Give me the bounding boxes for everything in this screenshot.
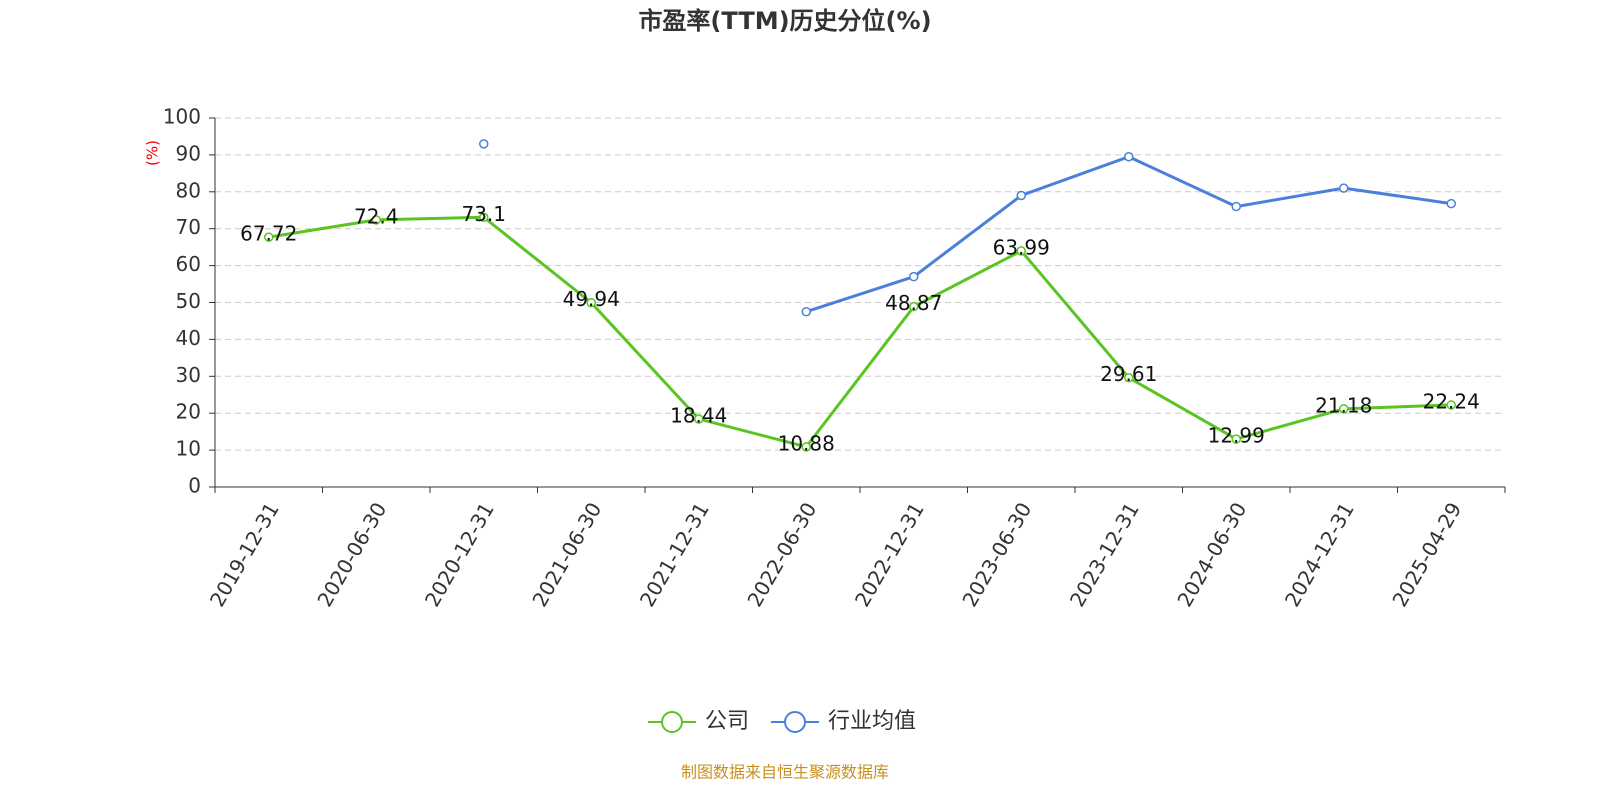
chart-title: 市盈率(TTM)历史分位(%): [638, 7, 931, 35]
x-tick-label: 2025-04-29: [1387, 498, 1466, 611]
x-tick-label: 2022-06-30: [742, 498, 821, 611]
data-label: 12.99: [1208, 424, 1265, 448]
data-label: 49.94: [563, 287, 620, 311]
data-point: [1124, 372, 1134, 383]
data-point: [1124, 151, 1134, 162]
x-tick-label: 2021-12-31: [635, 498, 714, 611]
x-tick-label: 2019-12-31: [205, 498, 284, 611]
data-point: [1339, 183, 1349, 193]
x-tick-label: 2023-06-30: [957, 498, 1036, 611]
data-point: [1231, 201, 1241, 212]
x-tick-label: 2023-12-31: [1065, 498, 1144, 611]
data-label: 67.72: [240, 222, 297, 246]
data-label: 73.1: [461, 202, 506, 226]
data-point: [909, 301, 919, 312]
data-point: [909, 271, 919, 282]
x-tick-label: 2020-12-31: [420, 498, 499, 611]
data-point: [1446, 198, 1456, 209]
data-label: 10.88: [778, 431, 835, 455]
data-point: [801, 306, 811, 317]
y-tick-label: 100: [163, 105, 201, 129]
data-label: 21.18: [1315, 393, 1372, 417]
data-point: [1016, 190, 1026, 201]
data-label: 63.99: [993, 235, 1050, 259]
data-point: [586, 297, 596, 308]
legend-label: 公司: [705, 709, 749, 734]
y-tick-label: 90: [176, 141, 201, 165]
data-point: [264, 232, 274, 242]
y-tick-label: 30: [176, 363, 201, 387]
series-line: [268, 215, 1452, 449]
data-point: [479, 139, 489, 149]
y-tick-label: 80: [176, 178, 201, 202]
data-point: [371, 215, 381, 225]
x-tick-label: 2024-06-30: [1172, 498, 1251, 611]
x-tick-label: 2022-12-31: [850, 498, 929, 611]
legend-marker: [661, 711, 683, 733]
legend-marker: [784, 711, 807, 733]
x-tick-label: 2024-12-31: [1280, 498, 1359, 611]
y-tick-label: 70: [176, 215, 201, 239]
data-point: [694, 414, 704, 424]
data-point: [1446, 400, 1456, 410]
source-note: 制图数据来自恒生聚源数据库: [681, 763, 889, 782]
y-tick-label: 0: [188, 474, 201, 498]
data-point: [1231, 434, 1241, 444]
y-tick-label: 60: [176, 252, 201, 276]
legend-label: 行业均值: [828, 709, 916, 734]
x-tick-label: 2020-06-30: [312, 498, 391, 611]
data-label: 22.24: [1423, 389, 1480, 413]
data-label: 29.61: [1100, 362, 1157, 386]
y-tick-label: 10: [176, 437, 201, 461]
data-label: 48.87: [885, 291, 942, 315]
y-tick-label: 40: [176, 326, 201, 350]
y-tick-label: 50: [176, 289, 201, 313]
data-point: [801, 442, 811, 452]
data-point: [1016, 246, 1026, 256]
y-axis-label: (%): [144, 140, 162, 166]
series-line: [805, 155, 1452, 314]
data-point: [1339, 404, 1349, 414]
x-tick-label: 2021-06-30: [527, 498, 606, 611]
data-label: 18.44: [670, 403, 727, 427]
y-tick-label: 20: [176, 400, 201, 424]
data-label: 72.4: [354, 204, 399, 228]
data-point: [479, 212, 489, 223]
